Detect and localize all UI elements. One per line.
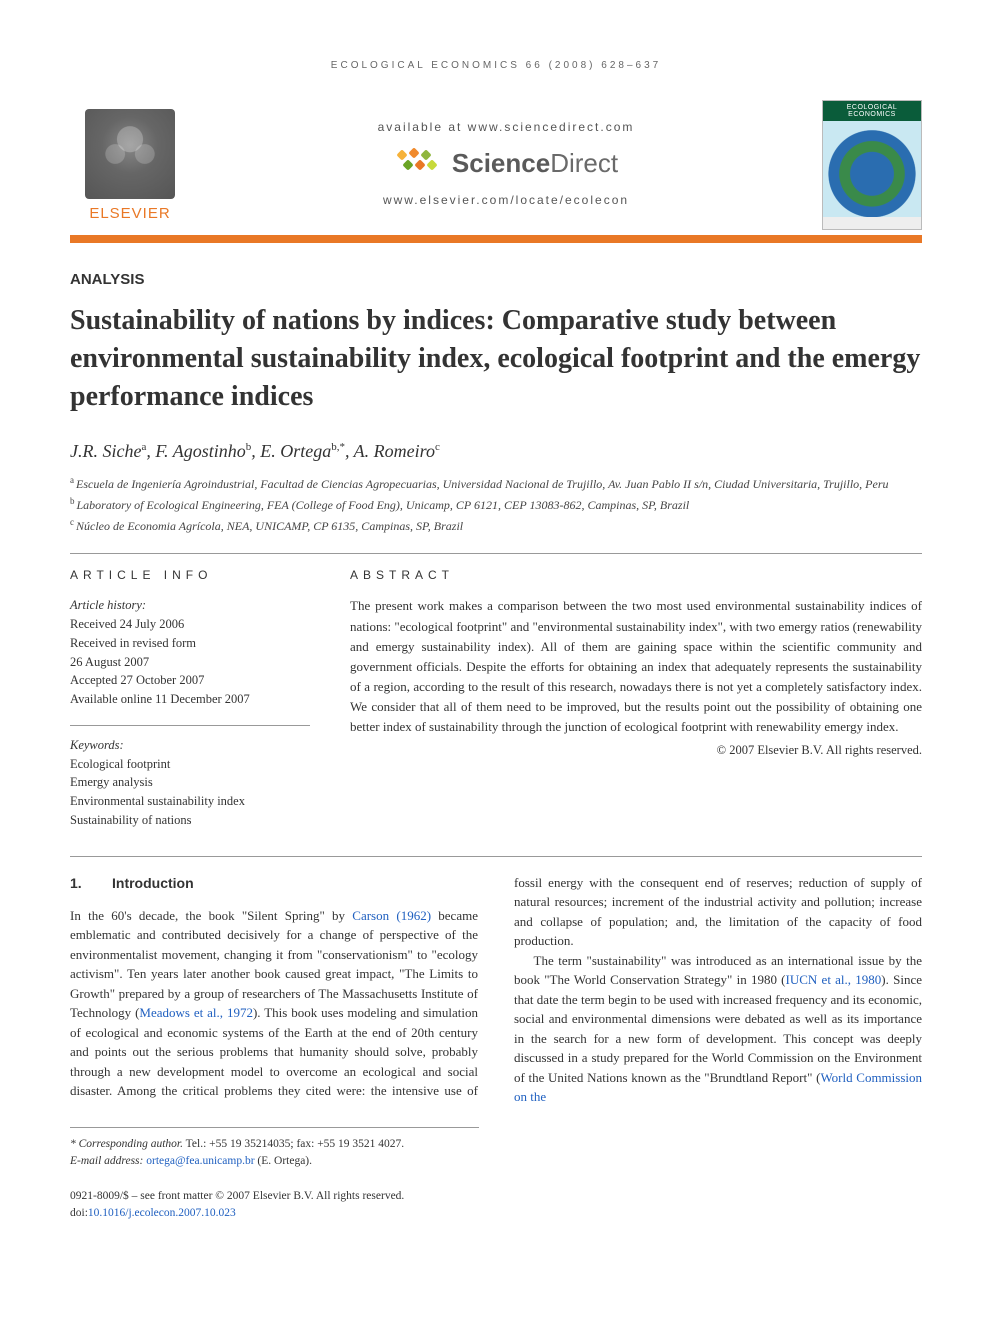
body-text: became emblematic and contributed decisi… [70, 908, 478, 1021]
affiliations: aEscuela de Ingeniería Agroindustrial, F… [70, 474, 922, 535]
keyword-line: Environmental sustainability index [70, 792, 310, 811]
body-text: ). Since that date the term begin to be … [514, 972, 922, 1085]
email-label: E-mail address: [70, 1155, 146, 1167]
keyword-line: Ecological footprint [70, 755, 310, 774]
rule-top [70, 553, 922, 554]
sciencedirect-swoosh-icon [394, 149, 444, 177]
corresponding-label: * Corresponding author. [70, 1138, 183, 1150]
journal-cover-footer [823, 217, 921, 229]
footer-meta: 0921-8009/$ – see front matter © 2007 El… [70, 1188, 922, 1223]
abstract-heading: ABSTRACT [350, 568, 922, 582]
corresponding-author-note: * Corresponding author. Tel.: +55 19 352… [70, 1136, 479, 1153]
rule-bottom [70, 856, 922, 857]
body-paragraph: The term "sustainability" was introduced… [514, 951, 922, 1107]
history-line: 26 August 2007 [70, 653, 310, 672]
elsevier-logo: ELSEVIER [70, 95, 190, 235]
journal-cover-globe-icon [823, 121, 921, 217]
article-history-block: Article history: Received 24 July 2006Re… [70, 596, 310, 709]
keyword-line: Emergy analysis [70, 773, 310, 792]
history-line: Received 24 July 2006 [70, 615, 310, 634]
elsevier-wordmark: ELSEVIER [89, 205, 170, 222]
affiliation-line: cNúcleo de Economia Agrícola, NEA, UNICA… [70, 516, 922, 535]
journal-cover-title: ECOLOGICAL ECONOMICS [823, 101, 921, 121]
article-history-label: Article history: [70, 596, 310, 615]
history-line: Accepted 27 October 2007 [70, 671, 310, 690]
doi-line: doi:10.1016/j.ecolecon.2007.10.023 [70, 1205, 922, 1222]
front-matter-line: 0921-8009/$ – see front matter © 2007 El… [70, 1188, 922, 1205]
running-head: ECOLOGICAL ECONOMICS 66 (2008) 628–637 [70, 60, 922, 71]
affiliation-line: aEscuela de Ingeniería Agroindustrial, F… [70, 474, 922, 493]
footnotes: * Corresponding author. Tel.: +55 19 352… [70, 1127, 479, 1171]
abstract-text: The present work makes a comparison betw… [350, 596, 922, 737]
abstract-column: ABSTRACT The present work makes a compar… [350, 568, 922, 845]
header-center: available at www.sciencedirect.com Scien… [190, 95, 822, 235]
body-text: In the 60's decade, the book "Silent Spr… [70, 908, 352, 923]
keywords-block: Keywords: Ecological footprintEmergy ana… [70, 725, 310, 830]
citation-link[interactable]: IUCN et al., 1980 [786, 972, 882, 987]
abstract-copyright: © 2007 Elsevier B.V. All rights reserved… [350, 743, 922, 758]
doi-label: doi: [70, 1207, 88, 1219]
article-title: Sustainability of nations by indices: Co… [70, 302, 922, 415]
header-band: ELSEVIER available at www.sciencedirect.… [70, 95, 922, 243]
section-number: 1. [70, 873, 112, 894]
sciencedirect-logo: ScienceDirect [394, 148, 618, 179]
article-info-column: ARTICLE INFO Article history: Received 2… [70, 568, 310, 845]
email-line: E-mail address: ortega@fea.unicamp.br (E… [70, 1153, 479, 1170]
email-link[interactable]: ortega@fea.unicamp.br [146, 1155, 254, 1167]
info-abstract-row: ARTICLE INFO Article history: Received 2… [70, 568, 922, 845]
section-heading: 1.Introduction [70, 873, 478, 894]
history-line: Received in revised form [70, 634, 310, 653]
elsevier-tree-icon [85, 109, 175, 199]
citation-link[interactable]: Meadows et al., 1972 [139, 1005, 253, 1020]
article-type: ANALYSIS [70, 271, 922, 288]
sciencedirect-text: ScienceDirect [452, 148, 618, 179]
keyword-line: Sustainability of nations [70, 811, 310, 830]
doi-link[interactable]: 10.1016/j.ecolecon.2007.10.023 [88, 1207, 236, 1219]
corresponding-text: Tel.: +55 19 35214035; fax: +55 19 3521 … [183, 1138, 404, 1150]
available-at-line: available at www.sciencedirect.com [378, 120, 635, 134]
authors-line: J.R. Sichea, F. Agostinhob, E. Ortegab,*… [70, 441, 922, 462]
affiliation-line: bLaboratory of Ecological Engineering, F… [70, 495, 922, 514]
article-info-heading: ARTICLE INFO [70, 568, 310, 582]
citation-link[interactable]: Carson (1962) [352, 908, 431, 923]
body-two-column: 1.Introduction In the 60's decade, the b… [70, 873, 922, 1107]
journal-url[interactable]: www.elsevier.com/locate/ecolecon [383, 193, 629, 207]
history-line: Available online 11 December 2007 [70, 690, 310, 709]
journal-cover-thumbnail: ECOLOGICAL ECONOMICS [822, 100, 922, 230]
section-title: Introduction [112, 875, 194, 891]
keywords-label: Keywords: [70, 736, 310, 755]
email-owner: (E. Ortega). [255, 1155, 312, 1167]
